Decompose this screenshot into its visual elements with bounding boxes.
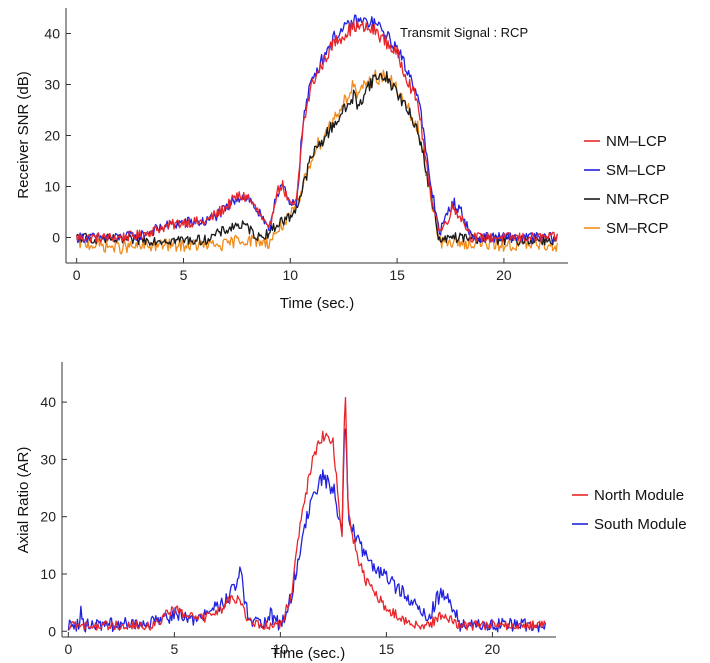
y-tick-label: 40: [44, 26, 60, 42]
ar-legend: North Module South Module: [572, 487, 687, 533]
y-tick-label: 30: [44, 77, 60, 93]
series-line-north-module: [68, 396, 546, 631]
y-tick-label: 20: [44, 128, 60, 144]
x-tick-label: 15: [379, 641, 395, 657]
x-tick-label: 20: [496, 267, 512, 283]
series-line-south-module: [67, 428, 547, 633]
x-tick-label: 15: [389, 267, 405, 283]
snr-y-axis-label: Receiver SNR (dB): [15, 71, 32, 199]
y-tick-label: 0: [48, 623, 56, 639]
y-tick-label: 20: [40, 509, 56, 525]
snr-curves: [76, 14, 558, 255]
series-line-sm-rcp: [76, 69, 558, 255]
axial-ratio-chart: 0 5 10 15 20 0 10 20 30 40 Time (sec.) Axial Rati…: [15, 362, 687, 662]
snr-annotation: Transmit Signal : RCP: [400, 25, 528, 40]
y-tick-label: 0: [52, 230, 60, 246]
legend-label: SM–LCP: [606, 162, 666, 179]
x-tick-label: 10: [283, 267, 299, 283]
y-tick-label: 40: [40, 394, 56, 410]
x-tick-label: 5: [170, 641, 178, 657]
y-tick-label: 10: [40, 566, 56, 582]
legend-label: South Module: [594, 516, 687, 533]
x-tick-label: 20: [485, 641, 501, 657]
y-tick-label: 30: [40, 451, 56, 467]
legend-label: NM–LCP: [606, 133, 667, 150]
axial-ratio-curves: [67, 396, 547, 633]
snr-x-axis-label: Time (sec.): [280, 295, 354, 312]
series-line-sm-lcp: [76, 14, 558, 244]
ar-y-axis-label: Axial Ratio (AR): [15, 447, 32, 554]
legend-label: SM–RCP: [606, 220, 669, 237]
x-tick-label: 5: [180, 267, 188, 283]
x-tick-label: 10: [273, 641, 289, 657]
series-line-nm-lcp: [76, 19, 558, 243]
x-tick-label: 0: [73, 267, 81, 283]
ar-x-axis-label: Time (sec.): [271, 645, 345, 662]
legend-label: NM–RCP: [606, 191, 669, 208]
y-tick-label: 10: [44, 179, 60, 195]
snr-ticks: 0 5 10 15 20 0 10 20 30 40: [44, 26, 511, 284]
series-line-nm-rcp: [76, 70, 558, 246]
legend-label: North Module: [594, 487, 684, 504]
ar-ticks: 0 5 10 15 20 0 10 20 30 40: [40, 394, 500, 657]
snr-legend: NM–LCP SM–LCP NM–RCP SM–RCP: [584, 133, 669, 237]
x-tick-label: 0: [64, 641, 72, 657]
